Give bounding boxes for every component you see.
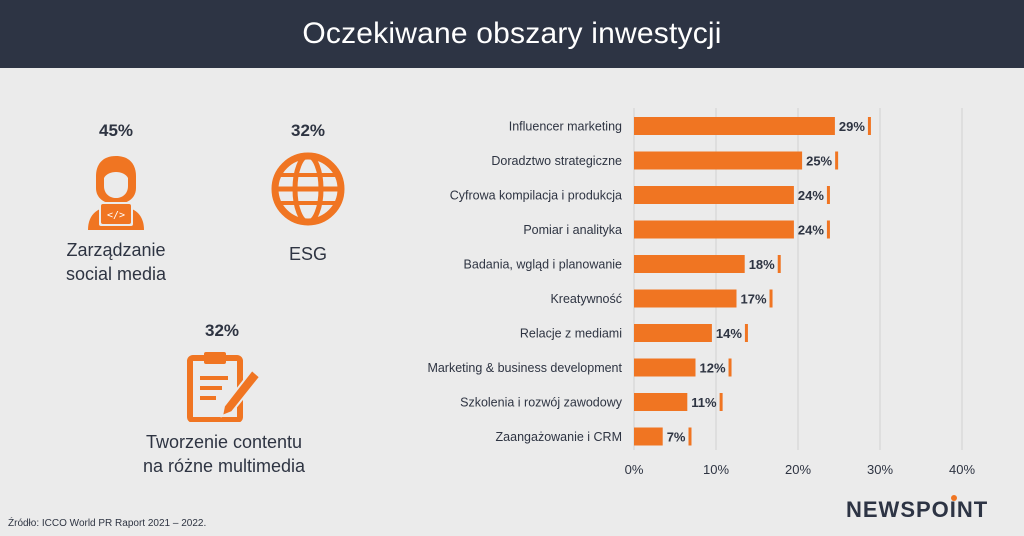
page-title: Oczekiwane obszary inwestycji: [302, 17, 722, 50]
logo-text-end: NT: [956, 497, 989, 522]
highlight-label-esg: ESG: [248, 242, 368, 266]
category-label: Zaangażowanie i CRM: [496, 430, 622, 444]
logo-accent-dot: [950, 495, 957, 501]
category-label: Badania, wgląd i planowanie: [464, 258, 622, 272]
highlight-label-line2: social media: [65, 264, 167, 284]
data-label: 12%: [700, 361, 726, 376]
bar: [634, 186, 794, 204]
highlight-value-esg: 32%: [290, 121, 326, 140]
clipboard-pencil-icon: [187, 352, 262, 422]
bar: [634, 255, 745, 273]
highlight-value-social-media: 45%: [98, 121, 134, 140]
bar: [634, 151, 803, 170]
category-label: Marketing & business development: [427, 361, 622, 375]
highlight-label-line1: Tworzenie contentu: [145, 432, 303, 452]
newspoint-logo: NEWSPOI NT: [846, 495, 989, 523]
data-label: 7%: [667, 430, 686, 445]
highlight-label-line1: Zarządzanie: [66, 240, 166, 260]
bar: [634, 393, 688, 411]
data-label-marker: [826, 186, 830, 204]
category-label: Pomiar i analityka: [523, 223, 622, 237]
data-label: 29%: [839, 119, 865, 134]
data-label: 17%: [741, 292, 767, 307]
highlight-label-social-media: Zarządzanie social media: [40, 238, 192, 286]
bar: [634, 117, 835, 135]
data-label-marker: [688, 427, 692, 446]
category-label: Szkolenia i rozwój zawodowy: [460, 396, 623, 410]
data-label-marker: [744, 324, 748, 342]
logo-i-mark: I: [949, 495, 957, 523]
data-label: 11%: [691, 395, 717, 410]
svg-text:</>: </>: [107, 210, 125, 221]
x-tick-label: 20%: [785, 462, 811, 477]
x-tick-label: 30%: [867, 462, 893, 477]
data-label-marker: [728, 358, 732, 377]
category-label: Doradztwo strategiczne: [491, 154, 622, 168]
highlight-value-content: 32%: [204, 321, 240, 340]
category-label: Kreatywność: [550, 292, 622, 306]
highlight-label-content: Tworzenie contentu na różne multimedia: [124, 430, 324, 478]
globe-icon: [271, 152, 345, 226]
bar: [634, 324, 712, 342]
logo-text-start: NEWSPO: [846, 497, 950, 522]
data-label-marker: [719, 393, 723, 411]
highlight-label-line2: na różne multimedia: [142, 456, 306, 476]
bar: [634, 358, 696, 377]
data-label: 24%: [798, 223, 824, 238]
source-note: Źródło: ICCO World PR Raport 2021 – 2022…: [8, 518, 207, 529]
data-label-marker: [826, 220, 830, 239]
category-label: Influencer marketing: [509, 120, 622, 134]
data-label-marker: [835, 151, 839, 170]
bar: [634, 289, 737, 308]
x-tick-label: 10%: [703, 462, 729, 477]
data-label-marker: [867, 117, 871, 135]
category-label: Relacje z mediami: [520, 327, 622, 341]
x-tick-label: 40%: [949, 462, 975, 477]
title-bar: Oczekiwane obszary inwestycji: [0, 0, 1024, 68]
highlight-label-line1: ESG: [288, 244, 327, 264]
bar: [634, 220, 794, 239]
logo-text-i: I: [949, 497, 957, 522]
data-label: 24%: [798, 188, 824, 203]
developer-icon: </>: [88, 156, 144, 230]
data-label: 18%: [749, 257, 775, 272]
data-label: 25%: [806, 154, 832, 169]
x-tick-label: 0%: [625, 462, 644, 477]
data-label-marker: [777, 255, 781, 273]
data-label: 14%: [716, 326, 742, 341]
data-label-marker: [769, 289, 773, 308]
bar: [634, 427, 663, 446]
category-label: Cyfrowa kompilacja i produkcja: [450, 189, 622, 203]
